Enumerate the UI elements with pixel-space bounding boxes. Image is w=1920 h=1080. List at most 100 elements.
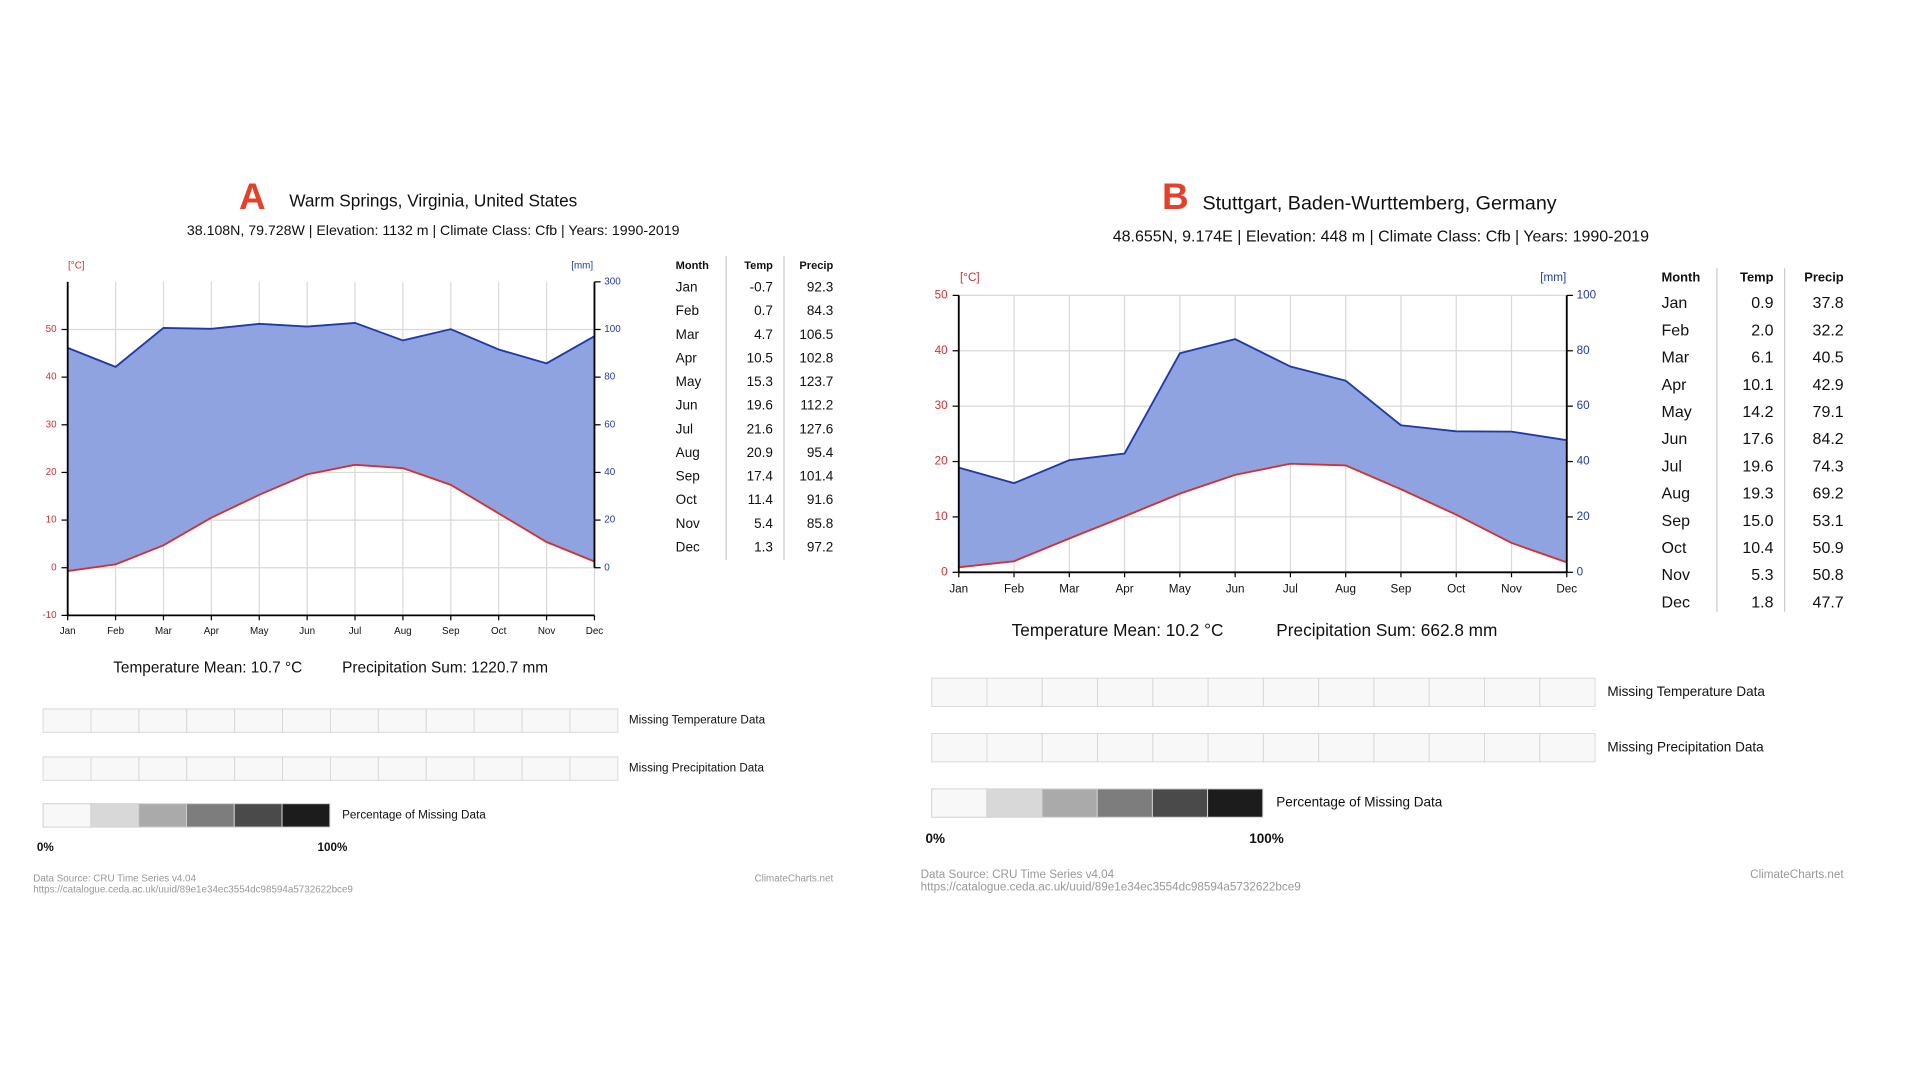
x-tick-label: Mar — [155, 626, 173, 637]
table-month: Jan — [1662, 295, 1688, 312]
table-precip: 106.5 — [799, 327, 833, 342]
x-tick-label: Nov — [538, 626, 556, 637]
table-temp: 1.3 — [754, 540, 773, 555]
table-month: Aug — [676, 445, 700, 460]
temperature-mean: Temperature Mean: 10.2 °C — [1012, 620, 1224, 640]
missing-cell — [1041, 677, 1099, 707]
y-tick-label: 50 — [46, 324, 57, 335]
table-header: Month — [1662, 270, 1701, 285]
table-temp: 10.5 — [747, 350, 773, 365]
legend-max: 100% — [1249, 831, 1284, 846]
missing-cell — [42, 708, 92, 733]
missing-cell — [1097, 733, 1154, 763]
missing-label: Missing Precipitation Data — [1607, 739, 1764, 754]
y2-tick-label: 60 — [604, 419, 615, 430]
legend-swatch — [233, 803, 283, 828]
table-precip: 91.6 — [807, 492, 833, 507]
table-precip: 74.3 — [1813, 458, 1844, 475]
missing-cell — [377, 756, 427, 781]
missing-cell — [282, 708, 331, 733]
table-precip: 32.2 — [1813, 322, 1844, 339]
legend-swatch — [138, 803, 187, 828]
table-month: Sep — [1662, 513, 1691, 530]
legend-swatch — [1151, 788, 1209, 818]
table-header: Precip — [799, 260, 833, 272]
y-tick-label: 20 — [46, 467, 57, 478]
source-url: https://catalogue.ceda.ac.uk/uuid/89e1e3… — [921, 880, 1301, 893]
y-tick-label: 10 — [935, 510, 949, 523]
table-temp: 17.6 — [1742, 431, 1773, 448]
table-temp: 0.9 — [1751, 295, 1773, 312]
y-tick-label: 20 — [935, 455, 949, 468]
y2-axis-label: [mm] — [571, 260, 593, 271]
missing-cell — [1318, 733, 1375, 763]
table-month: Dec — [1662, 594, 1690, 611]
table-precip: 127.6 — [799, 421, 833, 436]
y-tick-label: 10 — [46, 515, 57, 526]
humid-area — [958, 339, 1567, 568]
y2-tick-label: 40 — [604, 467, 615, 478]
table-temp: -0.7 — [750, 280, 773, 295]
legend-min: 0% — [37, 841, 55, 854]
missing-cell — [1152, 677, 1209, 707]
table-precip: 84.2 — [1813, 431, 1844, 448]
source: Data Source: CRU Time Series v4.04 — [33, 873, 196, 884]
humid-area — [67, 322, 595, 572]
missing-cell — [986, 733, 1043, 763]
missing-cell — [473, 708, 523, 733]
table-month: Nov — [1662, 567, 1690, 584]
table-month: Feb — [676, 303, 699, 318]
missing-cell — [1484, 677, 1541, 707]
missing-cell — [1484, 733, 1541, 763]
x-tick-label: Nov — [1501, 583, 1522, 596]
missing-cell — [377, 708, 427, 733]
legend-swatch — [931, 788, 988, 818]
missing-cell — [186, 756, 236, 781]
table-month: Mar — [1662, 350, 1690, 367]
y2-tick-label: 80 — [1577, 344, 1591, 357]
missing-cell — [1262, 677, 1320, 707]
table-temp: 1.8 — [1751, 594, 1773, 611]
y-tick-label: 30 — [935, 399, 949, 412]
table-precip: 85.8 — [807, 516, 833, 531]
missing-cell — [1207, 733, 1264, 763]
table-temp: 19.6 — [1742, 458, 1773, 475]
missing-cell — [234, 708, 284, 733]
missing-cell — [986, 677, 1043, 707]
y2-axis-label: [mm] — [1540, 271, 1566, 284]
x-tick-label: Feb — [107, 626, 124, 637]
panel-label: A — [239, 176, 266, 217]
table-month: Jun — [676, 398, 698, 413]
table-month: Feb — [1662, 322, 1690, 339]
precip-line — [67, 321, 595, 368]
missing-cell — [234, 756, 284, 781]
table-month: Nov — [676, 516, 700, 531]
missing-cell — [931, 733, 988, 763]
legend-swatch — [986, 788, 1043, 818]
missing-cell — [569, 708, 619, 733]
table-precip: 50.8 — [1813, 567, 1844, 584]
y-tick-label: -10 — [42, 610, 57, 621]
x-tick-label: Sep — [1391, 583, 1412, 596]
x-tick-label: Oct — [491, 626, 507, 637]
missing-cell — [1539, 733, 1596, 763]
source: Data Source: CRU Time Series v4.04 — [921, 868, 1115, 881]
table-precip: 102.8 — [799, 350, 833, 365]
table-month: Mar — [676, 327, 700, 342]
y2-tick-label: 40 — [1577, 455, 1591, 468]
table-precip: 40.5 — [1813, 350, 1844, 367]
table-month: Apr — [676, 350, 698, 365]
y2-tick-label: 300 — [604, 276, 621, 287]
x-tick-label: Jun — [299, 626, 315, 637]
table-temp: 19.3 — [1742, 486, 1773, 503]
y-tick-label: 0 — [51, 562, 57, 573]
legend-swatch — [90, 803, 140, 828]
missing-cell — [425, 708, 475, 733]
missing-label: Missing Temperature Data — [629, 714, 766, 727]
missing-cell — [1152, 733, 1209, 763]
table-temp: 21.6 — [747, 421, 773, 436]
table-month: Aug — [1662, 486, 1690, 503]
table-header: Month — [676, 260, 709, 272]
legend-min: 0% — [926, 831, 946, 846]
